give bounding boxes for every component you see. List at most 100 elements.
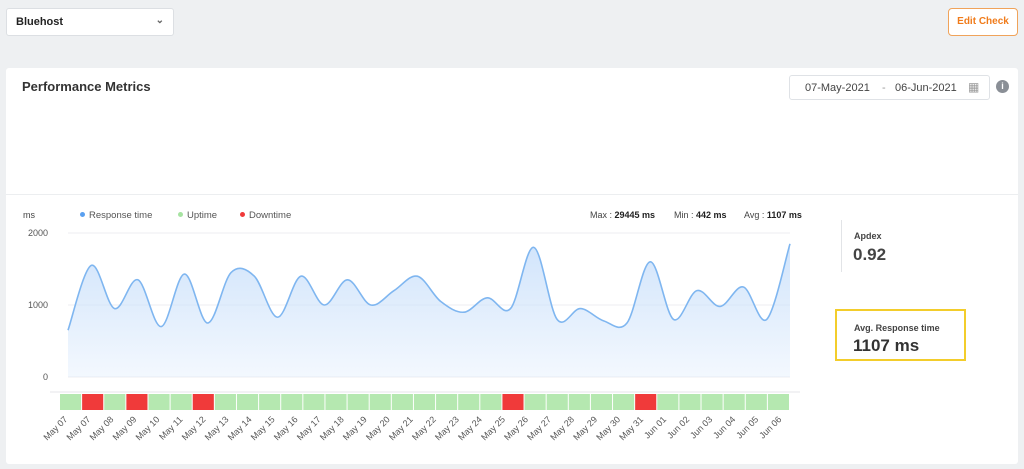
uptime-cell (170, 394, 192, 410)
x-tick-label: May 17 (295, 414, 323, 442)
avg-response-box: Avg. Response time 1107 ms (835, 309, 966, 361)
x-tick-label: May 12 (180, 414, 208, 442)
x-tick-label: Jun 03 (688, 414, 714, 440)
uptime-cell (458, 394, 480, 410)
x-tick-label: May 13 (203, 414, 231, 442)
y-tick-label: 2000 (28, 228, 48, 238)
edit-check-button[interactable]: Edit Check (948, 8, 1018, 36)
legend-label: Response time (89, 210, 153, 221)
x-tick-label: May 20 (364, 414, 392, 442)
legend-dot (240, 212, 245, 217)
date-from: 07-May-2021 (805, 82, 870, 94)
legend-downtime[interactable]: Downtime (240, 210, 291, 221)
stat-min: Min : 442 ms (674, 210, 727, 220)
divider (6, 194, 1018, 195)
stat-label: Min : (674, 210, 694, 220)
uptime-cell (104, 394, 126, 410)
y-tick-label: 1000 (28, 300, 48, 310)
legend-dot (178, 212, 183, 217)
apdex-label: Apdex (854, 231, 882, 241)
legend-response-time[interactable]: Response time (80, 210, 152, 221)
response-area (68, 243, 790, 377)
top-toolbar: Bluehost ⌄ Edit Check (0, 0, 1024, 42)
uptime-cell (236, 394, 259, 410)
uptime-cell (590, 394, 613, 410)
x-tick-label: May 08 (88, 414, 116, 442)
uptime-cell (657, 394, 679, 410)
uptime-cell (369, 394, 391, 410)
x-tick-label: May 25 (479, 414, 507, 442)
x-tick-label: May 09 (111, 414, 139, 442)
date-separator: - (882, 82, 886, 94)
stat-value: 442 ms (696, 210, 727, 220)
uptime-cell (347, 394, 369, 410)
uptime-cell (480, 394, 502, 410)
uptime-cell (303, 394, 325, 410)
avg-response-label: Avg. Response time (854, 323, 940, 333)
stat-value: 1107 ms (766, 210, 802, 220)
monitor-select[interactable]: Bluehost ⌄ (6, 8, 174, 36)
x-tick-label: May 26 (502, 414, 530, 442)
x-tick-label: Jun 04 (711, 414, 737, 440)
legend-dot (80, 212, 85, 217)
stat-label: Avg : (744, 210, 765, 220)
downtime-cell (635, 394, 657, 410)
uptime-cell (214, 394, 236, 410)
stat-value: 29445 ms (614, 210, 656, 220)
uptime-cell (546, 394, 568, 410)
y-tick-label: 0 (43, 372, 48, 382)
x-tick-label: May 31 (617, 414, 645, 442)
x-tick-label: May 27 (525, 414, 553, 442)
x-tick-label: May 07 (41, 414, 69, 442)
downtime-cell (82, 394, 104, 410)
x-tick-label: Jun 01 (642, 414, 668, 440)
response-line (67, 243, 791, 331)
calendar-icon: ▦ (968, 80, 980, 94)
uptime-cell (413, 394, 436, 410)
y-axis-unit: ms (23, 210, 35, 220)
uptime-cell (613, 394, 635, 410)
uptime-cell (436, 394, 458, 410)
stat-label: Max : (590, 210, 613, 220)
apdex-value: 0.92 (853, 245, 887, 264)
side-divider (841, 220, 842, 272)
legend-label: Uptime (187, 210, 218, 221)
x-tick-label: May 23 (433, 414, 461, 442)
x-tick-label: Jun 06 (757, 414, 783, 440)
uptime-cell (325, 394, 347, 410)
x-tick-label: May 10 (134, 414, 162, 442)
x-tick-label: May 18 (318, 414, 346, 442)
x-tick-label: May 30 (594, 414, 622, 442)
downtime-cell (126, 394, 148, 410)
x-tick-label: May 07 (65, 414, 93, 442)
chevron-down-icon: ⌄ (155, 15, 164, 26)
uptime-cell (60, 394, 82, 410)
x-tick-label: May 21 (387, 414, 415, 442)
downtime-cell (502, 394, 524, 410)
x-tick-label: May 16 (272, 414, 300, 442)
date-to: 06-Jun-2021 (895, 82, 957, 94)
info-icon[interactable]: i (996, 80, 1009, 93)
x-tick-label: May 24 (456, 414, 484, 442)
x-tick-label: May 29 (571, 414, 599, 442)
uptime-cell (148, 394, 170, 410)
uptime-cell (524, 394, 546, 410)
x-tick-label: May 14 (226, 414, 254, 442)
date-range-picker[interactable]: 07-May-2021 - 06-Jun-2021 ▦ (789, 75, 990, 100)
stat-max: Max : 29445 ms (590, 210, 655, 220)
legend-label: Downtime (249, 210, 292, 221)
stat-avg: Avg : 1107 ms (744, 210, 802, 220)
x-tick-label: May 28 (548, 414, 576, 442)
card-title: Performance Metrics (22, 79, 151, 94)
uptime-cell (281, 394, 303, 410)
uptime-cell (391, 394, 413, 410)
uptime-cell (767, 394, 789, 410)
x-tick-label: May 22 (410, 414, 438, 442)
avg-response-value: 1107 ms (853, 336, 920, 355)
uptime-cell (701, 394, 723, 410)
legend-uptime[interactable]: Uptime (178, 210, 217, 221)
uptime-cell (745, 394, 767, 410)
monitor-select-value: Bluehost (16, 16, 64, 28)
x-tick-label: May 11 (157, 414, 184, 441)
